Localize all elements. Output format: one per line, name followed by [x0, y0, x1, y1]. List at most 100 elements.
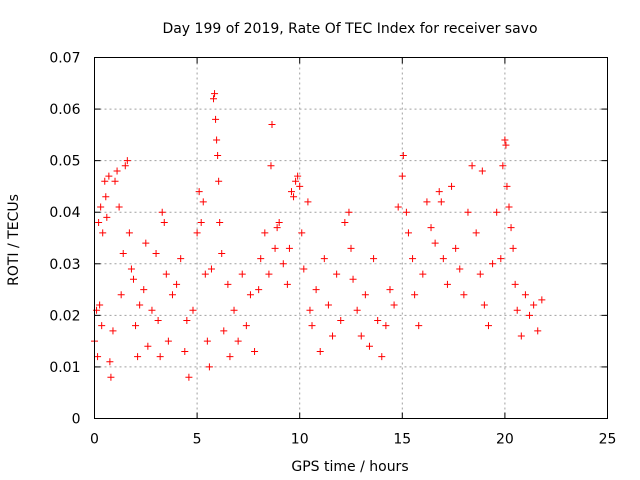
data-point — [185, 373, 193, 381]
data-point — [399, 151, 407, 159]
data-point — [102, 193, 110, 201]
data-point — [99, 229, 107, 237]
data-point — [268, 121, 276, 129]
data-point — [226, 353, 234, 361]
data-point — [134, 353, 142, 361]
data-point — [464, 208, 472, 216]
y-tick-label: 0.04 — [49, 205, 80, 221]
data-point — [419, 270, 427, 278]
data-point — [164, 337, 172, 345]
data-point — [499, 162, 507, 170]
axis-ticks: 0 5 10 15 20 25 0 0.01 0.02 0.03 0.04 0.05 0.06 0.07 — [49, 51, 616, 448]
data-point — [517, 332, 525, 340]
data-point — [238, 270, 246, 278]
y-tick-label: 0.01 — [49, 360, 80, 376]
data-point — [292, 177, 300, 185]
data-point — [212, 115, 220, 123]
x-tick-label: 25 — [599, 432, 617, 448]
x-tick-label: 10 — [291, 432, 309, 448]
data-point — [279, 260, 287, 268]
data-point — [329, 332, 337, 340]
data-point — [505, 203, 513, 211]
data-point — [158, 208, 166, 216]
y-axis-label: ROTI / TECUs — [6, 194, 22, 286]
data-point — [476, 270, 484, 278]
y-tick-label: 0.03 — [49, 257, 80, 273]
data-point — [472, 229, 480, 237]
data-point — [456, 265, 464, 273]
data-point — [296, 182, 304, 190]
y-tick-label: 0 — [72, 412, 81, 428]
data-point — [347, 244, 355, 252]
x-tick-label: 5 — [193, 432, 202, 448]
data-point — [95, 219, 103, 227]
data-point — [199, 198, 207, 206]
data-point — [409, 255, 417, 263]
data-point — [534, 327, 542, 335]
data-point — [273, 224, 281, 232]
data-point — [337, 317, 345, 325]
data-point — [300, 265, 308, 273]
data-point — [382, 322, 390, 330]
data-point — [105, 172, 113, 180]
y-tick-label: 0.05 — [49, 154, 80, 170]
data-point — [378, 353, 386, 361]
data-point — [423, 198, 431, 206]
data-point — [117, 291, 125, 299]
data-point — [394, 203, 402, 211]
data-point — [216, 219, 224, 227]
chart-title: Day 199 of 2019, Rate Of TEC Index for r… — [162, 21, 537, 37]
data-point — [484, 322, 492, 330]
grid — [94, 57, 608, 419]
data-point — [183, 317, 191, 325]
data-point — [129, 275, 137, 283]
data-point — [271, 244, 279, 252]
data-point — [224, 280, 232, 288]
data-point — [142, 239, 150, 247]
x-tick-label: 20 — [496, 432, 514, 448]
data-point — [287, 188, 295, 196]
data-point — [154, 317, 162, 325]
data-point — [148, 306, 156, 314]
data-point — [181, 347, 189, 355]
data-point — [132, 322, 140, 330]
data-point — [94, 353, 102, 361]
data-point — [324, 301, 332, 309]
data-point — [501, 136, 509, 144]
data-point — [460, 291, 468, 299]
data-point — [294, 172, 302, 180]
data-point — [304, 198, 312, 206]
data-point — [448, 182, 456, 190]
data-point — [173, 280, 181, 288]
data-point — [177, 255, 185, 263]
data-point — [214, 151, 222, 159]
data-point — [526, 311, 534, 319]
data-point — [306, 306, 314, 314]
data-point — [96, 301, 104, 309]
data-point — [427, 224, 435, 232]
data-point — [353, 306, 361, 314]
data-point — [242, 322, 250, 330]
data-point — [109, 327, 117, 335]
data-point — [113, 167, 121, 175]
data-point — [215, 177, 223, 185]
data-point — [478, 167, 486, 175]
data-point — [497, 255, 505, 263]
data-point — [251, 347, 259, 355]
data-point — [205, 363, 213, 371]
data-point — [415, 322, 423, 330]
data-point — [386, 286, 394, 294]
data-point — [210, 95, 218, 103]
data-point — [168, 291, 176, 299]
data-point — [257, 255, 265, 263]
data-point — [308, 322, 316, 330]
data-point — [195, 188, 203, 196]
data-point — [285, 244, 293, 252]
data-point — [489, 260, 497, 268]
data-point — [521, 291, 529, 299]
data-point — [211, 90, 219, 98]
data-point — [119, 249, 127, 257]
data-point — [404, 229, 412, 237]
data-point — [230, 306, 238, 314]
data-point — [443, 280, 451, 288]
